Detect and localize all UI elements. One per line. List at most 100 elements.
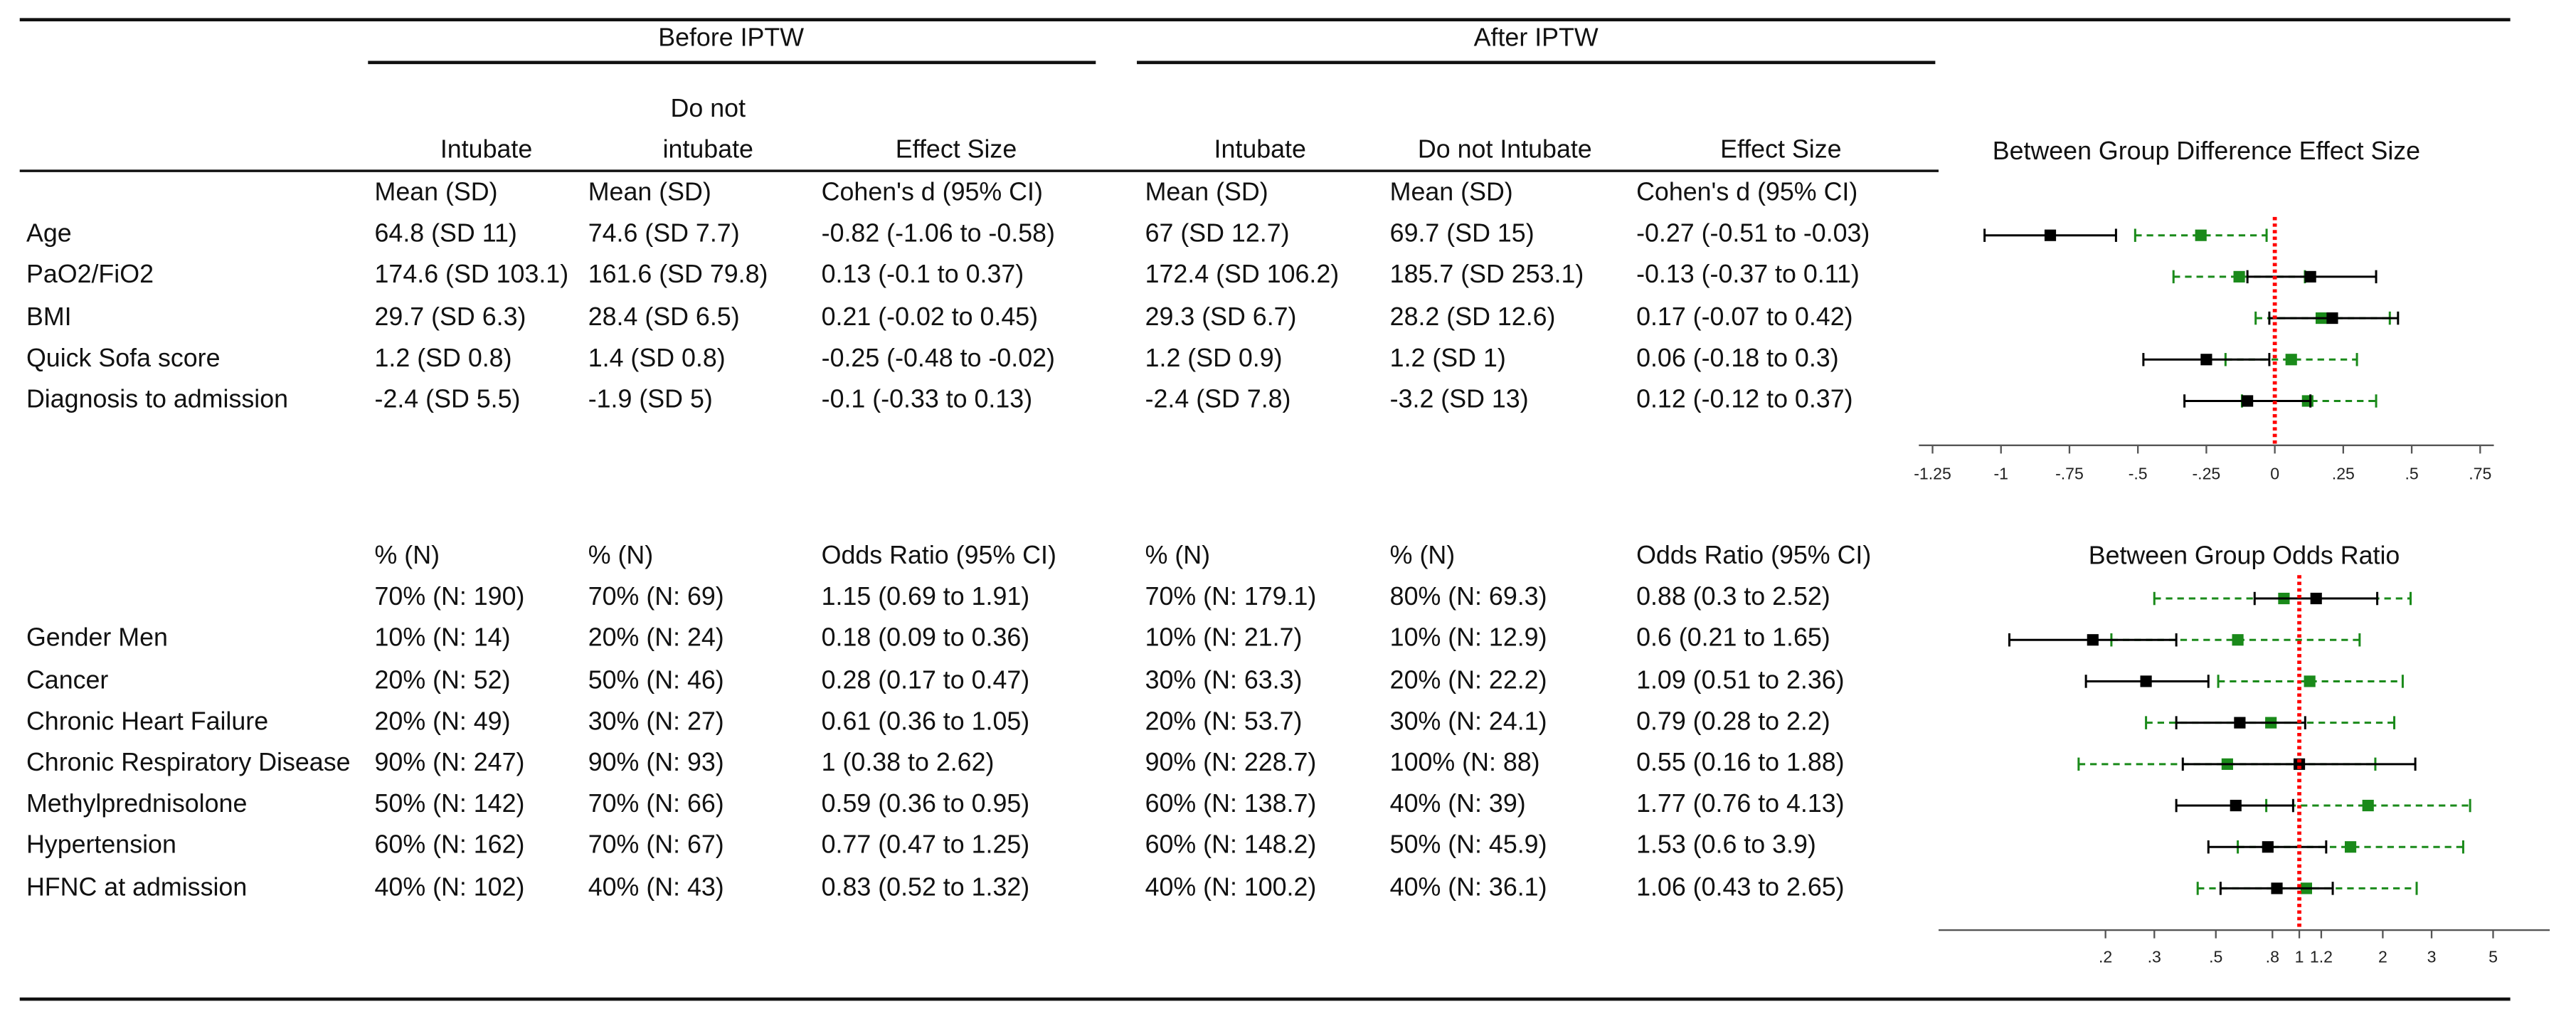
cell-value: -0.1 (-0.33 to 0.13) [821, 386, 1033, 414]
cell-value: 185.7 (SD 253.1) [1389, 262, 1584, 290]
cell-value: 90% (N: 228.7) [1145, 749, 1317, 778]
cell-value: 1.2 (SD 1) [1389, 344, 1506, 373]
cell-value: 60% (N: 162) [374, 832, 525, 860]
cell-value: 90% (N: 247) [374, 749, 525, 778]
cell-value: 29.3 (SD 6.7) [1145, 303, 1297, 332]
cell-value: 70% (N: 67) [588, 832, 724, 860]
cell-value: 70% (N: 66) [588, 791, 724, 819]
cell-value: 64.8 (SD 11) [374, 220, 517, 249]
cell-value: 1.53 (0.6 to 3.9) [1636, 832, 1816, 860]
x-tick-label: .75 [2469, 464, 2491, 482]
subheader: % (N) [1145, 542, 1211, 571]
estimate-marker [2234, 717, 2246, 729]
cell-value: 80% (N: 69.3) [1389, 584, 1547, 612]
x-tick-label: -.25 [2193, 464, 2221, 482]
cell-value: -0.82 (-1.06 to -0.58) [821, 220, 1055, 249]
row-label: Diagnosis to admission [26, 386, 289, 414]
cell-value: 0.06 (-0.18 to 0.3) [1636, 344, 1839, 373]
cell-value: 20% (N: 53.7) [1145, 707, 1303, 736]
cell-value: 0.6 (0.21 to 1.65) [1636, 625, 1830, 653]
cell-value: 0.55 (0.16 to 1.88) [1636, 749, 1845, 778]
cell-value: 69.7 (SD 15) [1389, 220, 1535, 249]
cell-value: 0.59 (0.36 to 0.95) [821, 791, 1030, 819]
cell-value: 30% (N: 24.1) [1389, 707, 1547, 736]
cell-value: 40% (N: 43) [588, 873, 724, 902]
x-tick-label: .2 [2099, 947, 2112, 966]
cell-value: 0.28 (0.17 to 0.47) [821, 666, 1030, 695]
cell-value: -0.13 (-0.37 to 0.11) [1636, 262, 1860, 290]
estimate-marker [2344, 841, 2357, 853]
cell-value: 0.12 (-0.12 to 0.37) [1636, 386, 1853, 414]
subheader: Cohen's d (95% CI) [1636, 179, 1858, 207]
estimate-marker [2285, 354, 2297, 366]
row-label: Hypertension [26, 832, 176, 860]
x-tick-label: 3 [2427, 947, 2437, 966]
row-label: Methylprednisolone [26, 791, 248, 819]
x-tick-label: .25 [2332, 464, 2355, 482]
cell-value: 28.2 (SD 12.6) [1389, 303, 1556, 332]
cell-value: 40% (N: 100.2) [1145, 873, 1317, 902]
x-tick-label: -1.25 [1914, 464, 1951, 482]
x-tick-label: 5 [2488, 947, 2498, 966]
x-tick-label: 0 [2270, 464, 2279, 482]
subheader: Odds Ratio (95% CI) [1636, 542, 1872, 571]
cell-value: 40% (N: 39) [1389, 791, 1526, 819]
estimate-marker [2195, 229, 2207, 241]
row-label: PaO2/FiO2 [26, 262, 154, 290]
cell-value: 0.17 (-0.07 to 0.42) [1636, 303, 1853, 332]
estimate-marker [2242, 395, 2254, 407]
cell-value: 50% (N: 46) [588, 666, 724, 695]
subheader: Odds Ratio (95% CI) [821, 542, 1056, 571]
column-header: Do not intubate [662, 95, 753, 164]
subheader: % (N) [374, 542, 440, 571]
cell-value: -3.2 (SD 13) [1389, 386, 1529, 414]
cell-value: 70% (N: 190) [374, 584, 525, 612]
estimate-marker [2271, 882, 2283, 894]
x-tick-label: -1 [1993, 464, 2008, 482]
cell-value: 1.15 (0.69 to 1.91) [821, 584, 1030, 612]
cell-value: 0.79 (0.28 to 2.2) [1636, 707, 1830, 736]
estimate-marker [2310, 592, 2322, 605]
cell-value: 10% (N: 21.7) [1145, 625, 1303, 653]
cell-value: 20% (N: 24) [588, 625, 724, 653]
estimate-marker [2230, 799, 2242, 812]
cell-value: 0.77 (0.47 to 1.25) [821, 832, 1030, 860]
cell-value: 67 (SD 12.7) [1145, 220, 1290, 249]
estimate-marker [2087, 634, 2099, 646]
cell-value: -2.4 (SD 5.5) [374, 386, 521, 414]
column-header: Intubate [1214, 136, 1306, 164]
cell-value: 30% (N: 27) [588, 707, 724, 736]
cell-value: 60% (N: 138.7) [1145, 791, 1317, 819]
subheader: Mean (SD) [374, 179, 498, 207]
cell-value: -1.9 (SD 5) [588, 386, 713, 414]
row-label: Chronic Heart Failure [26, 707, 269, 736]
cell-value: 20% (N: 22.2) [1389, 666, 1547, 695]
cell-value: -2.4 (SD 7.8) [1145, 386, 1291, 414]
cell-value: 0.61 (0.36 to 1.05) [821, 707, 1030, 736]
estimate-marker [2233, 270, 2245, 283]
column-header: Do not Intubate [1417, 136, 1592, 164]
cell-value: 0.83 (0.52 to 1.32) [821, 873, 1030, 902]
cell-value: 1.2 (SD 0.8) [374, 344, 512, 373]
x-tick-label: .5 [2209, 947, 2222, 966]
estimate-marker [2304, 675, 2316, 687]
estimate-marker [2262, 841, 2274, 853]
cell-value: 10% (N: 12.9) [1389, 625, 1547, 653]
cell-value: 1.2 (SD 0.9) [1145, 344, 1283, 373]
row-label: Age [26, 220, 72, 249]
row-label: Quick Sofa score [26, 344, 221, 373]
column-header: Effect Size [895, 136, 1017, 164]
x-tick-label: -.75 [2055, 464, 2084, 482]
group-header: Before IPTW [658, 24, 805, 53]
subheader: % (N) [1389, 542, 1456, 571]
estimate-marker [2304, 270, 2316, 283]
cell-value: 20% (N: 49) [374, 707, 511, 736]
row-label: Cancer [26, 666, 109, 695]
x-tick-label: .8 [2266, 947, 2279, 966]
x-tick-label: 2 [2378, 947, 2387, 966]
cell-value: 174.6 (SD 103.1) [374, 262, 569, 290]
x-tick-label: .3 [2148, 947, 2161, 966]
cell-value: 90% (N: 93) [588, 749, 724, 778]
